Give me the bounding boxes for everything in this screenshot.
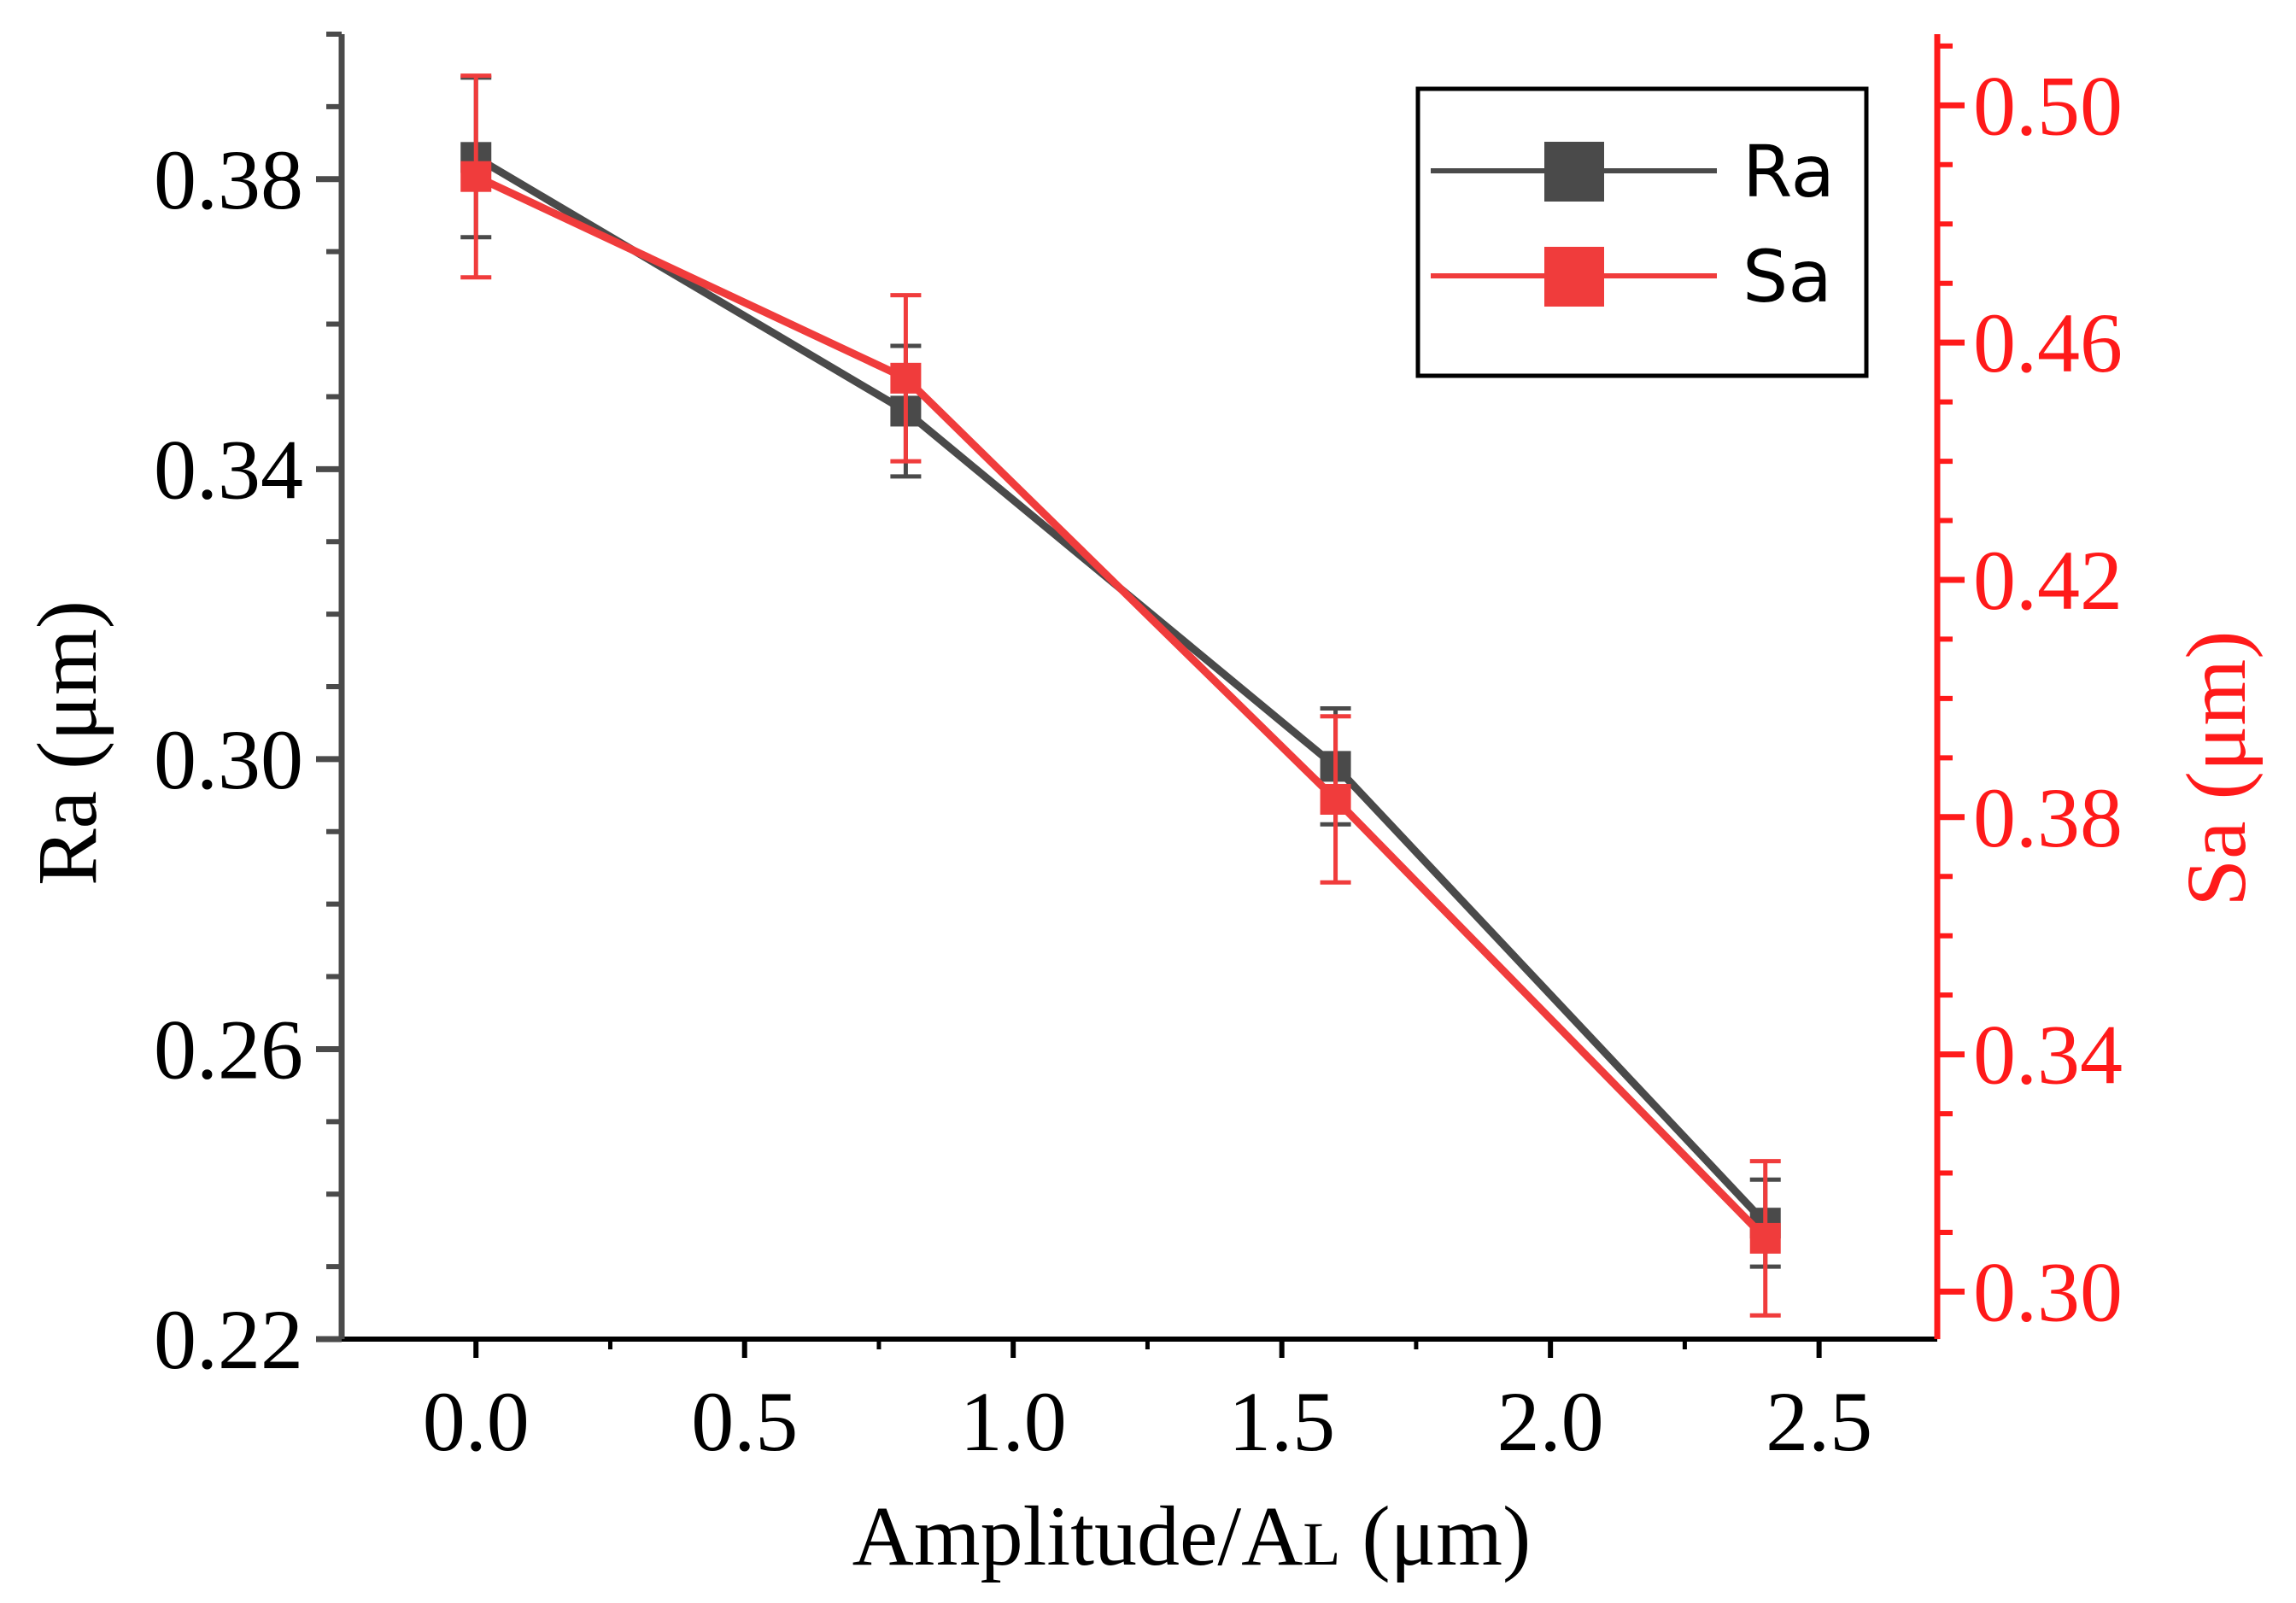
y-tick-label: 0.34 xyxy=(154,422,303,517)
y2-tick-label: 0.42 xyxy=(1973,533,2123,628)
x-tick-label: 0.0 xyxy=(423,1374,530,1469)
x-axis-title: Amplitude/AL (μm) xyxy=(852,1489,1532,1583)
x-tick-label: 1.5 xyxy=(1228,1374,1335,1469)
legend-box xyxy=(1415,86,1869,378)
data-point-sa xyxy=(1749,1222,1781,1254)
legend-label-sa: Sa xyxy=(1742,235,1832,319)
y-tick-label: 0.38 xyxy=(154,132,303,227)
series-line-sa xyxy=(474,173,1768,1242)
legend-item-ra: Ra xyxy=(1431,130,1835,214)
y2-tick-label: 0.38 xyxy=(1973,770,2123,865)
y-axis-title: Ra (μm) xyxy=(20,600,114,886)
y-tick-label: 0.30 xyxy=(154,712,303,807)
legend-item-sa: Sa xyxy=(1431,235,1832,319)
data-point-sa xyxy=(1320,783,1351,815)
legend: Ra Sa xyxy=(1415,86,1869,378)
x-axis-title-subscript: L xyxy=(1303,1510,1340,1578)
series-layer xyxy=(460,73,1781,1318)
y2-tick-label: 0.50 xyxy=(1973,58,2123,153)
x-tick-label: 2.0 xyxy=(1497,1374,1604,1469)
x-axis-title-main: Amplitude/A xyxy=(852,1489,1303,1583)
y-tick-label: 0.22 xyxy=(154,1292,303,1387)
axes: 0.0 0.5 1.0 1.5 2.0 2.5 0.22 0.26 0.30 0.34 0.38 0.… xyxy=(154,32,2123,1469)
x-tick-label: 1.0 xyxy=(960,1374,1067,1469)
data-point-sa xyxy=(890,362,922,394)
y2-tick-label: 0.34 xyxy=(1973,1008,2123,1103)
x-tick-label: 0.5 xyxy=(691,1374,798,1469)
series-sa xyxy=(460,73,1781,1318)
x-tick-label: 2.5 xyxy=(1766,1374,1872,1469)
x-axis-title-unit: (μm) xyxy=(1340,1489,1531,1583)
data-point-sa xyxy=(460,161,492,192)
y2-axis-title: Sa (μm) xyxy=(2169,631,2264,907)
y2-tick-label: 0.46 xyxy=(1973,295,2123,390)
legend-marker-ra xyxy=(1544,142,1604,202)
y2-tick-label: 0.30 xyxy=(1973,1244,2123,1339)
y-tick-label: 0.26 xyxy=(154,1002,303,1097)
legend-label-ra: Ra xyxy=(1742,130,1835,214)
legend-marker-sa xyxy=(1544,247,1604,307)
